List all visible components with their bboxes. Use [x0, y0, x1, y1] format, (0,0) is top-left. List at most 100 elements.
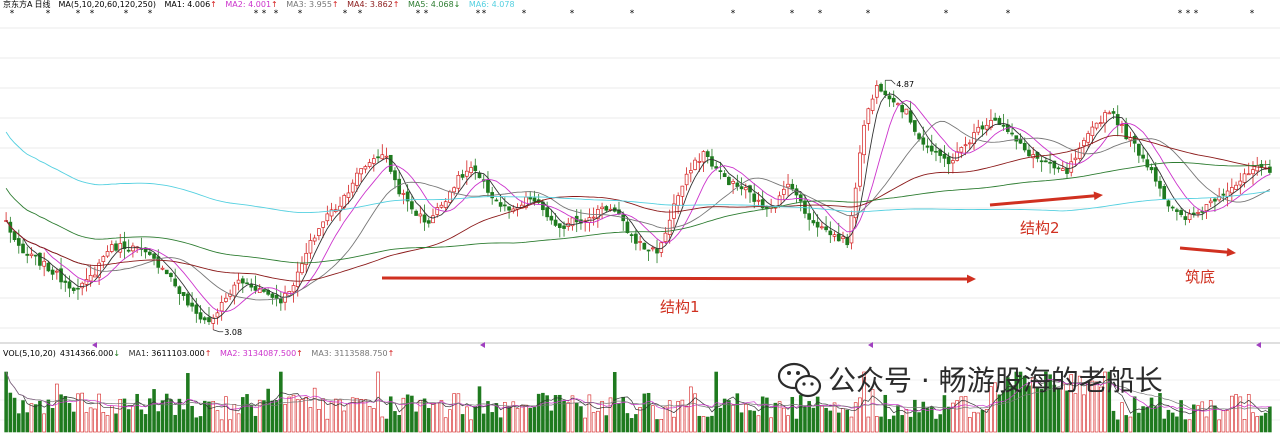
volume-bar	[959, 396, 964, 433]
volume-bar	[604, 415, 609, 433]
candle-body	[887, 95, 892, 100]
candle-body	[921, 137, 926, 145]
candle-body	[435, 207, 440, 215]
vol-value-arrow: ↓	[113, 349, 120, 358]
candle-body	[967, 142, 972, 145]
volume-bar	[672, 416, 676, 433]
annotation-structure-1: 结构1	[660, 298, 700, 316]
candle-body	[1179, 210, 1183, 215]
volume-bar	[811, 407, 816, 433]
event-marker: *	[416, 9, 421, 19]
ma4-name: MA4	[347, 0, 364, 9]
candle-body	[858, 152, 862, 187]
candle-body	[291, 285, 296, 293]
volume-bar	[790, 396, 795, 433]
vol-ma1-arrow: ↑	[205, 349, 212, 358]
candle-body	[431, 215, 435, 224]
volume-bar	[21, 400, 25, 433]
candle-body	[33, 254, 38, 257]
volume-bar	[1234, 394, 1238, 433]
volume-bar	[1027, 385, 1031, 433]
volume-bar	[524, 404, 528, 433]
volume-bar	[481, 413, 486, 433]
volume-bar	[1166, 409, 1171, 433]
candle-body	[672, 203, 676, 219]
candle-body	[693, 159, 697, 170]
candle-body	[401, 193, 406, 195]
event-marker: *	[1250, 9, 1255, 19]
volume-bar	[1242, 419, 1247, 433]
volume-bar	[689, 386, 693, 433]
volume-bar	[1128, 416, 1133, 433]
ma4-arrow: ↑	[393, 0, 400, 9]
candle-body	[832, 234, 837, 237]
candle-body	[545, 207, 549, 218]
event-marker: *	[866, 9, 871, 19]
candle-body	[279, 298, 283, 304]
volume-bar	[705, 416, 710, 433]
candle-body	[946, 156, 951, 165]
candle-body	[1221, 193, 1226, 196]
volume-bar	[29, 403, 34, 433]
volume-bar	[198, 416, 203, 433]
volume-bar	[710, 415, 714, 433]
candle-body	[93, 274, 97, 278]
ma-line-ma5	[5, 161, 1270, 264]
vol-value: 4314366.000	[60, 349, 113, 358]
candle-body	[1137, 143, 1141, 156]
volume-bar	[393, 411, 397, 433]
volume-bar	[312, 387, 317, 433]
volume-bar	[1111, 410, 1116, 433]
volume-bar	[1124, 415, 1128, 433]
candle-body	[105, 251, 110, 257]
event-marker: *	[46, 9, 51, 19]
ma2-arrow: ↑	[271, 0, 278, 9]
volume-bar	[1145, 406, 1150, 433]
candle-body	[486, 179, 490, 193]
volume-bar	[295, 399, 300, 433]
volume-bar	[46, 399, 51, 433]
volume-bar	[638, 407, 642, 433]
ma-line-ma3	[5, 120, 1271, 301]
volume-bar	[507, 406, 511, 433]
volume-bar	[42, 413, 46, 433]
volume-bar	[1107, 371, 1112, 433]
candle-body	[1234, 184, 1238, 190]
candle-body	[426, 220, 431, 224]
volume-bar	[469, 419, 473, 433]
candle-body	[198, 312, 203, 320]
candle-body	[397, 178, 402, 195]
ma3-name: MA3	[286, 0, 303, 9]
event-marker: *	[343, 9, 348, 19]
volume-bar	[431, 402, 435, 433]
volume-bar	[105, 415, 110, 433]
vol-ma2-name: MA2	[220, 349, 237, 358]
volume-bar	[625, 413, 630, 433]
vol-ma3-arrow: ↑	[388, 349, 395, 358]
candle-body	[240, 278, 245, 284]
volume-bar	[287, 396, 292, 433]
volume-bar	[321, 398, 325, 433]
volume-bar	[283, 404, 287, 433]
candle-body	[752, 193, 757, 202]
candle-body	[156, 256, 161, 268]
volume-bar	[519, 405, 524, 433]
candle-body	[811, 220, 816, 224]
candle-body	[12, 231, 17, 241]
volume-bar	[355, 397, 359, 433]
high-label: 4.87	[896, 80, 914, 89]
volume-bar	[608, 397, 613, 433]
volume-bars	[4, 371, 1272, 433]
candle-body	[684, 173, 689, 186]
volume-bar	[325, 418, 330, 433]
event-markers: * * * * * * * * * * * * * * * * * * * * * * * * * * * * *	[10, 9, 1255, 19]
volume-bar	[739, 412, 744, 433]
volume-bar	[1238, 396, 1243, 433]
event-marker: *	[818, 9, 823, 19]
volume-bar	[80, 392, 84, 433]
candle-body	[1010, 132, 1014, 135]
candle-body	[731, 181, 735, 184]
candle-body	[798, 194, 803, 202]
event-marker: *	[944, 9, 949, 19]
volume-bar	[828, 410, 833, 433]
